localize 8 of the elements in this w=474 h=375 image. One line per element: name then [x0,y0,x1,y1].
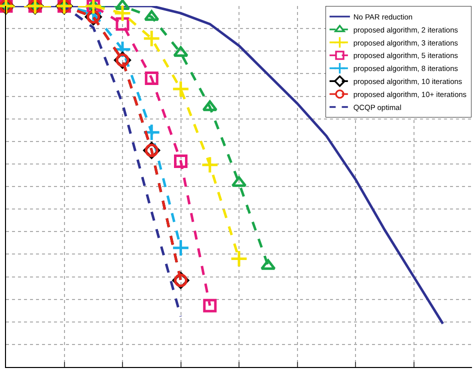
legend-label: QCQP optimal [353,102,402,112]
legend-label: proposed algorithm, 3 iterations [353,38,458,48]
legend-label: proposed algorithm, 8 iterations [353,64,458,74]
legend-label: proposed algorithm, 5 iterations [353,51,458,60]
legend-label: No PAR reduction [353,12,413,22]
legend-label: proposed algorithm, 10 iterations [353,77,462,86]
legend-label: proposed algorithm, 10+ iterations [353,90,467,99]
legend-label: proposed algorithm, 2 iterations [353,25,458,34]
